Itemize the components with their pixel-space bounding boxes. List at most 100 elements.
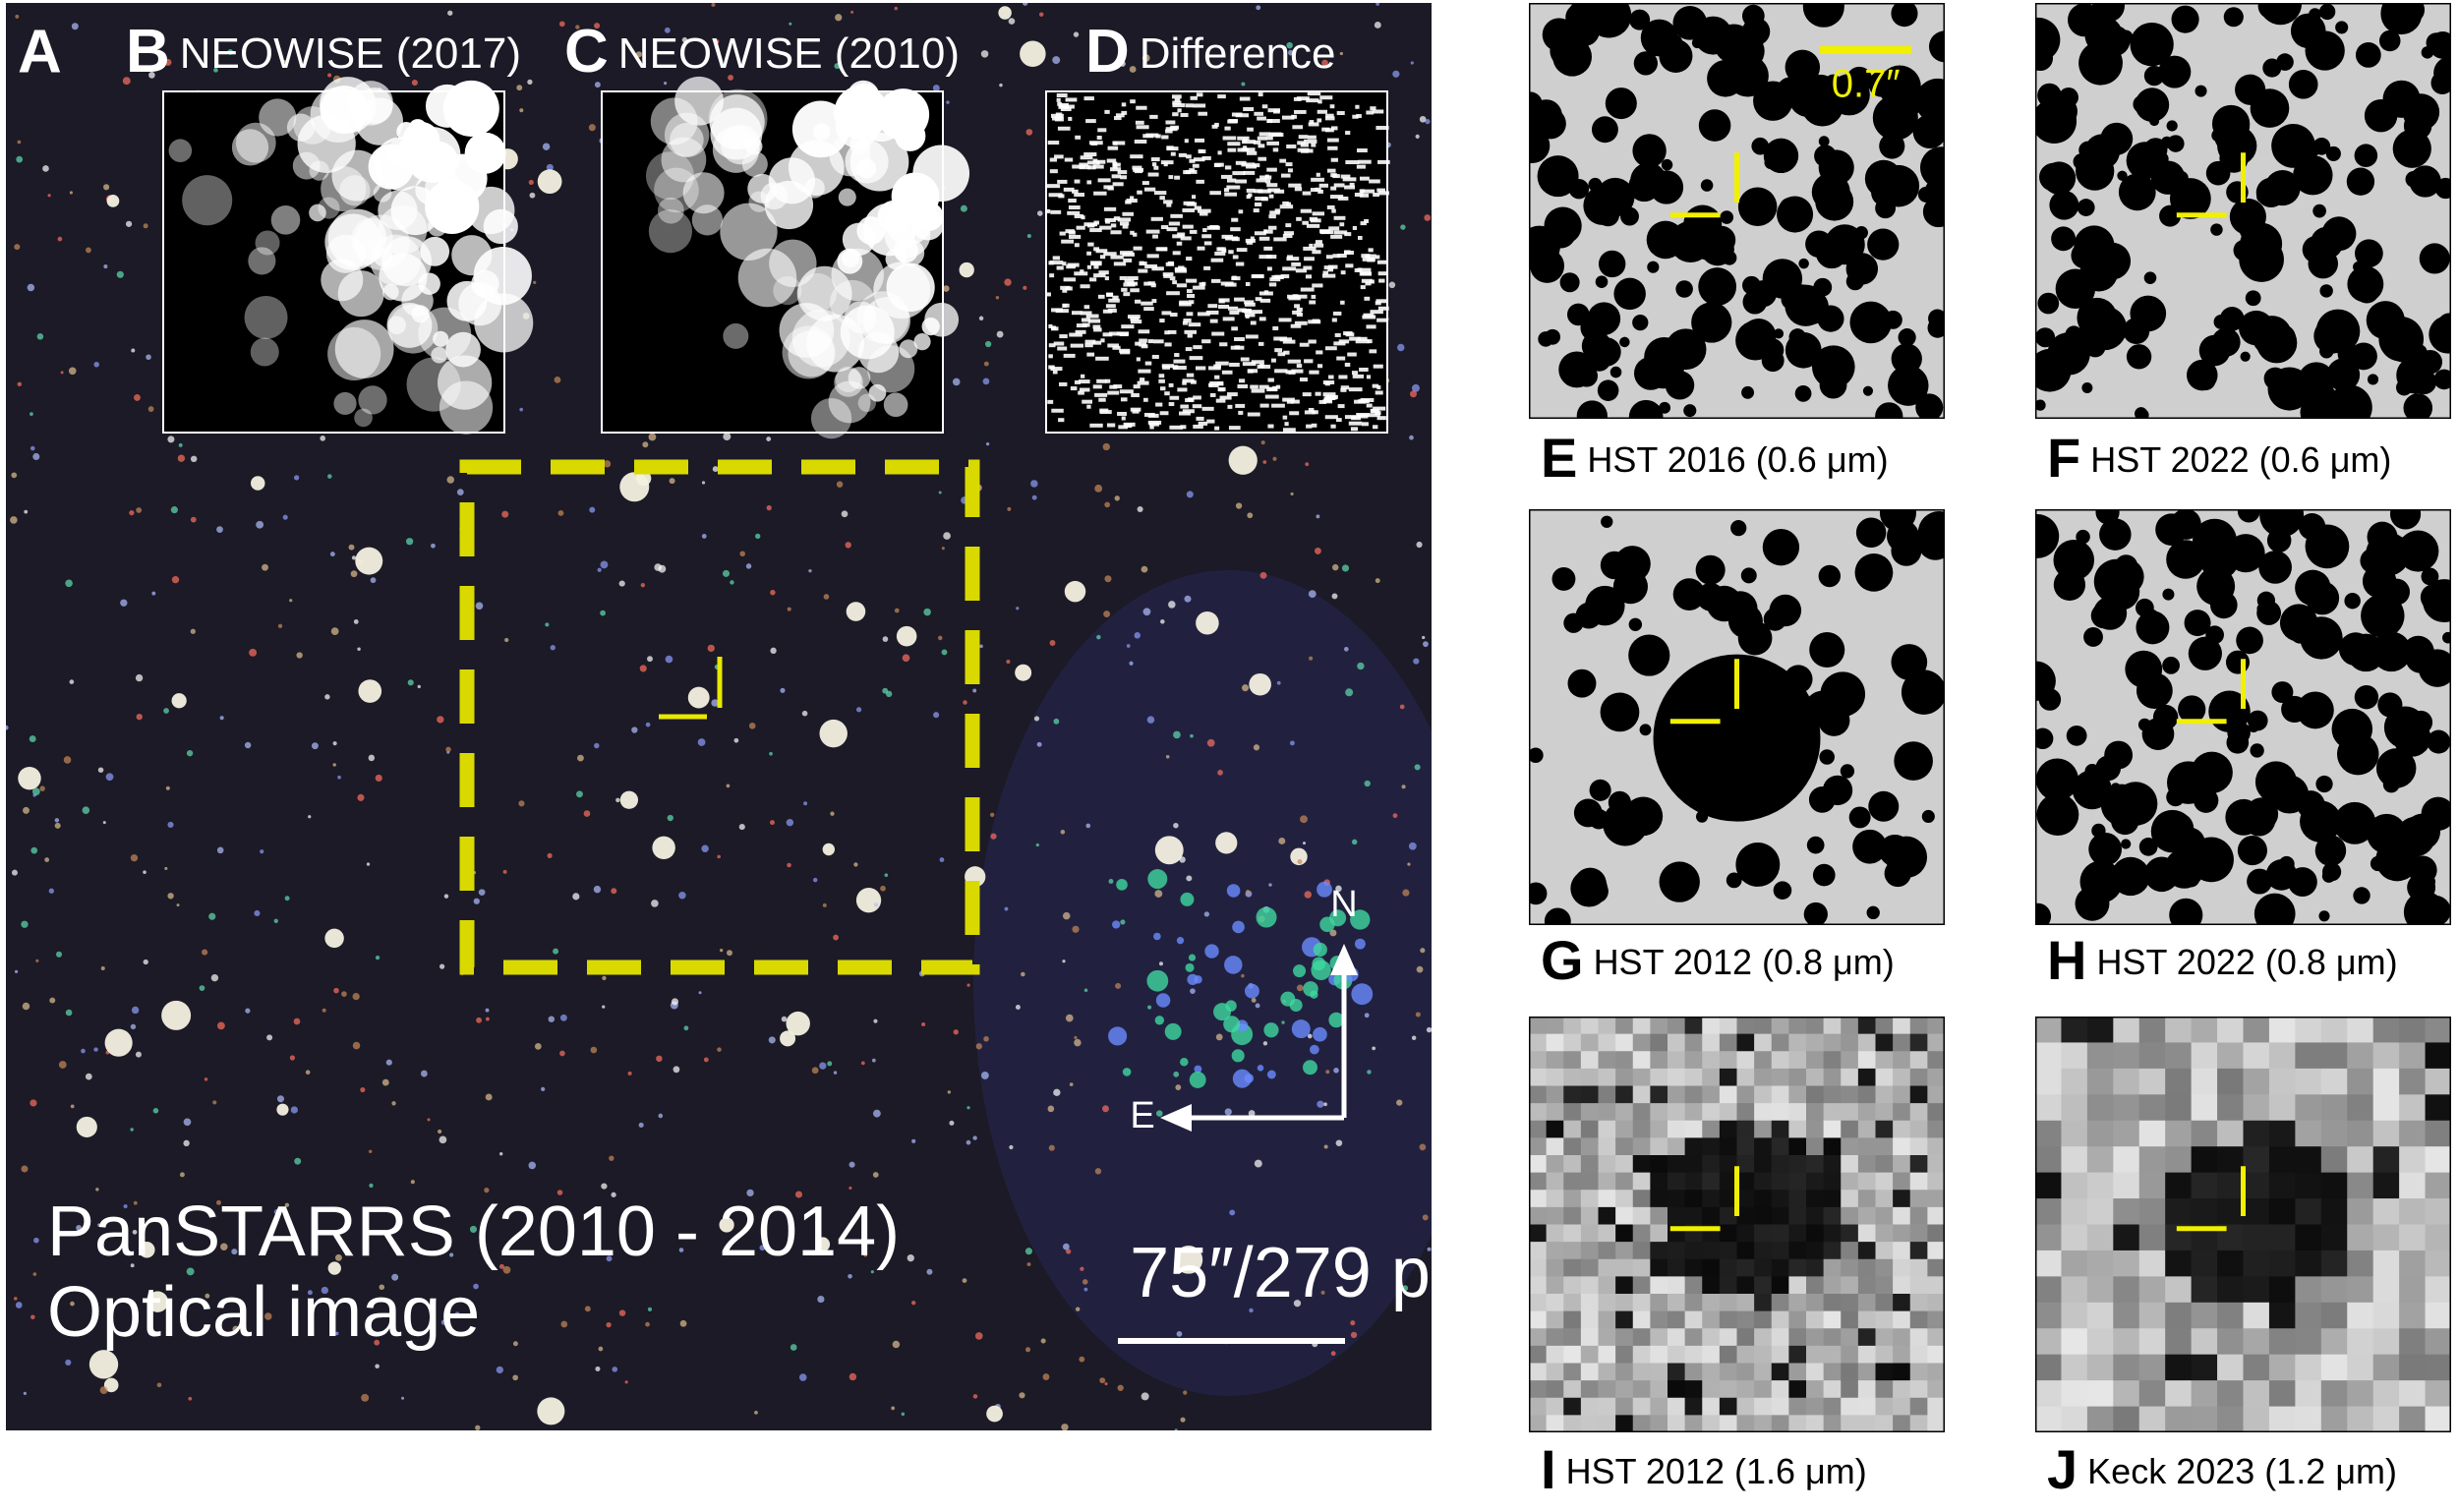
noise bbox=[1121, 324, 1135, 329]
blob bbox=[1691, 302, 1732, 343]
pixel bbox=[2399, 1224, 2427, 1251]
pixel bbox=[1668, 1068, 1686, 1086]
noise bbox=[1076, 225, 1085, 230]
blob bbox=[2126, 344, 2152, 370]
star bbox=[63, 756, 72, 764]
star bbox=[475, 602, 484, 611]
pixel bbox=[1754, 1242, 1773, 1260]
star bbox=[276, 1103, 289, 1116]
pixel bbox=[1719, 1258, 1737, 1277]
blob bbox=[378, 190, 418, 231]
pixel bbox=[1841, 1172, 1859, 1191]
star bbox=[282, 60, 286, 64]
noise bbox=[1358, 399, 1370, 404]
noise bbox=[1143, 281, 1151, 286]
pixel bbox=[2113, 1042, 2140, 1070]
star bbox=[504, 637, 509, 643]
star bbox=[519, 108, 524, 113]
noise bbox=[1109, 384, 1118, 389]
noise bbox=[1097, 128, 1107, 133]
star bbox=[1316, 514, 1320, 519]
pixel bbox=[1927, 1276, 1945, 1295]
pixel bbox=[2268, 1224, 2296, 1251]
blob bbox=[2047, 332, 2090, 376]
pixel bbox=[1857, 1345, 1876, 1364]
blob bbox=[1741, 319, 1777, 354]
star bbox=[204, 1077, 208, 1081]
star bbox=[502, 869, 507, 874]
star bbox=[478, 889, 486, 897]
noise bbox=[1141, 301, 1153, 306]
noise bbox=[1266, 167, 1277, 172]
pixel bbox=[1615, 1085, 1634, 1104]
blob bbox=[1595, 275, 1609, 289]
blob bbox=[1749, 280, 1777, 308]
star bbox=[1072, 925, 1080, 933]
pixel bbox=[1771, 1242, 1789, 1260]
star bbox=[979, 644, 983, 649]
star bbox=[447, 10, 453, 16]
pixel bbox=[2138, 1302, 2166, 1329]
star bbox=[647, 656, 653, 663]
blob bbox=[2259, 509, 2305, 538]
blob bbox=[2090, 603, 2117, 629]
pixel bbox=[1788, 1363, 1807, 1381]
pixel bbox=[2217, 1328, 2244, 1356]
star bbox=[443, 894, 449, 899]
blob bbox=[2326, 384, 2372, 419]
blob bbox=[474, 293, 534, 353]
noise bbox=[1136, 125, 1149, 130]
noise bbox=[1193, 103, 1206, 108]
star bbox=[1120, 919, 1126, 925]
pixel bbox=[1546, 1258, 1564, 1277]
pixel bbox=[1754, 1345, 1773, 1364]
noise bbox=[1219, 395, 1232, 400]
star bbox=[770, 647, 777, 655]
noise bbox=[1103, 206, 1117, 211]
blob bbox=[1585, 585, 1625, 626]
noise bbox=[1296, 312, 1303, 317]
noise bbox=[1186, 289, 1193, 294]
noise bbox=[1229, 310, 1240, 315]
pixel bbox=[1580, 1190, 1599, 1208]
noise bbox=[1139, 342, 1147, 347]
pixel bbox=[1754, 1328, 1773, 1347]
pixel bbox=[2086, 1380, 2114, 1408]
star bbox=[1184, 595, 1192, 603]
pixel bbox=[2061, 1328, 2088, 1356]
pixel bbox=[1632, 1242, 1651, 1260]
noise bbox=[1086, 404, 1091, 409]
blob bbox=[2378, 29, 2401, 52]
star bbox=[1268, 883, 1272, 887]
blob bbox=[913, 333, 931, 351]
star bbox=[786, 1011, 810, 1036]
noise bbox=[1163, 200, 1173, 204]
pixel bbox=[2399, 1198, 2427, 1225]
star bbox=[738, 823, 745, 831]
blob bbox=[2141, 718, 2175, 750]
star bbox=[601, 1183, 608, 1190]
noise bbox=[1300, 208, 1313, 213]
noise bbox=[1331, 208, 1336, 213]
blob bbox=[2360, 548, 2385, 574]
star bbox=[678, 891, 686, 900]
pixel bbox=[2320, 1380, 2348, 1408]
pixel bbox=[2217, 1198, 2244, 1225]
noise bbox=[1051, 408, 1064, 413]
pixel bbox=[1806, 1206, 1825, 1225]
pixel bbox=[2165, 1172, 2193, 1199]
pixel bbox=[2217, 1120, 2244, 1147]
pixel bbox=[1909, 1345, 1928, 1364]
star bbox=[10, 516, 18, 524]
star bbox=[122, 77, 131, 86]
star bbox=[746, 1189, 754, 1197]
pixel bbox=[2138, 1146, 2166, 1174]
blob bbox=[2095, 509, 2120, 525]
star bbox=[1203, 911, 1210, 917]
blob bbox=[2167, 135, 2185, 152]
blob bbox=[2047, 96, 2078, 127]
noise bbox=[1080, 269, 1084, 274]
noise bbox=[1299, 378, 1308, 382]
blob bbox=[2196, 566, 2236, 606]
